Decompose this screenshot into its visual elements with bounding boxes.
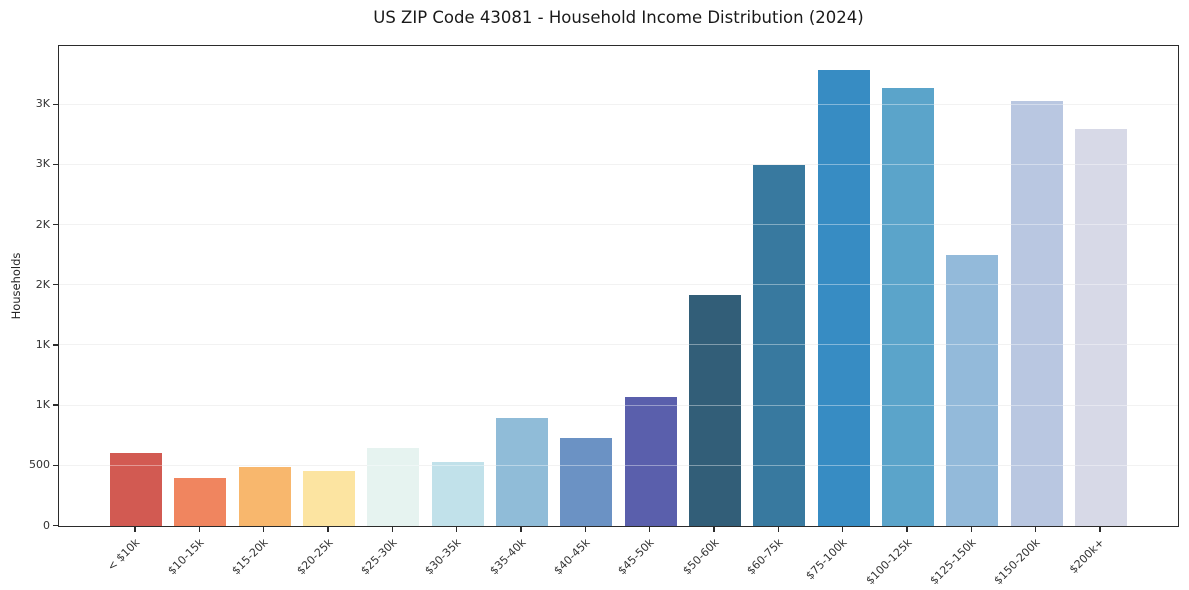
gridline (59, 344, 1178, 346)
x-tick-label: $60-75k (744, 536, 786, 578)
x-tick-mark (841, 527, 844, 532)
x-tick-label: $100-125k (862, 536, 915, 588)
y-tick-mark (53, 163, 58, 166)
bar--10-15k (174, 478, 227, 526)
x-tick-label: $35-40k (486, 536, 529, 578)
gridline (59, 464, 1178, 466)
y-tick-mark (53, 103, 58, 105)
x-tick-mark (970, 527, 972, 532)
y-tick-mark (53, 223, 58, 226)
y-tick-label: 2K (35, 217, 50, 231)
x-tick-label: < $10k (104, 536, 143, 574)
bar--40-45k (560, 437, 613, 526)
bar--75-100k (817, 69, 870, 526)
x-tick-label: $40-45k (551, 536, 593, 578)
gridline-overlay (59, 224, 1178, 226)
gridline-overlay (59, 284, 1178, 286)
bar--25-30k (367, 447, 420, 526)
x-tick-mark (584, 527, 586, 532)
gridline-overlay (59, 103, 1178, 105)
bar--200k+ (1074, 128, 1127, 526)
x-tick-mark (777, 527, 779, 532)
y-tick-label: 3K (35, 97, 50, 111)
x-tick-label: $50-60k (679, 536, 722, 578)
bar--50-60k (688, 294, 741, 526)
bar--20-25k (302, 471, 355, 526)
gridline-overlay (59, 344, 1178, 346)
x-tick-mark (520, 527, 522, 532)
chart-title: US ZIP Code 43081 - Household Income Dis… (373, 8, 864, 27)
y-tick-mark (53, 284, 58, 286)
gridline (59, 103, 1178, 105)
bar--150-200k (1010, 100, 1063, 526)
x-tick-mark (648, 527, 651, 532)
x-tick-label: $125-150k (927, 536, 979, 588)
x-tick-mark (262, 527, 265, 532)
gridline-overlay (59, 404, 1178, 406)
x-tick-mark (906, 527, 908, 532)
bar--10k (110, 452, 162, 526)
gridline-overlay (59, 464, 1178, 466)
y-tick-label: 2K (35, 277, 50, 291)
y-tick-label: 1K (35, 398, 50, 412)
x-tick-label: $25-30k (358, 536, 400, 578)
x-tick-mark (713, 527, 715, 532)
y-tick-label: 0 (43, 518, 50, 532)
x-tick-mark (1099, 527, 1101, 532)
y-tick-mark (53, 404, 58, 406)
gridline (59, 224, 1178, 226)
x-tick-label: $200k+ (1067, 536, 1108, 577)
x-tick-label: $15-20k (229, 536, 271, 578)
bar--45-50k (624, 396, 677, 526)
bar--35-40k (495, 417, 548, 526)
x-tick-label: $10-15k (165, 536, 207, 578)
x-tick-label: $20-25k (293, 536, 336, 578)
x-tick-label: $150-200k (991, 536, 1043, 588)
x-tick-mark (327, 527, 329, 532)
x-tick-mark (1034, 527, 1037, 532)
y-tick-mark (53, 464, 58, 466)
x-tick-mark (455, 527, 458, 532)
bar--60-75k (753, 164, 806, 526)
gridline (59, 284, 1178, 286)
y-tick-label: 1K (35, 337, 50, 351)
x-tick-label: $45-50k (615, 536, 657, 578)
gridline (59, 404, 1178, 406)
x-tick-mark (391, 527, 393, 532)
x-tick-mark (134, 527, 136, 532)
y-tick-mark (53, 344, 58, 346)
x-tick-mark (198, 527, 201, 532)
x-tick-label: $30-35k (422, 536, 464, 578)
y-tick-mark (53, 524, 58, 527)
gridline-overlay (59, 163, 1178, 165)
bar--30-35k (431, 462, 484, 526)
y-tick-label: 3K (35, 157, 50, 171)
gridline (59, 163, 1178, 165)
x-tick-label: $75-100k (803, 536, 850, 583)
bar--15-20k (238, 467, 291, 526)
y-tick-label: 500 (29, 458, 50, 472)
bar--125-150k (946, 255, 999, 526)
plot-area (58, 45, 1179, 527)
bar--100-125k (881, 87, 934, 526)
